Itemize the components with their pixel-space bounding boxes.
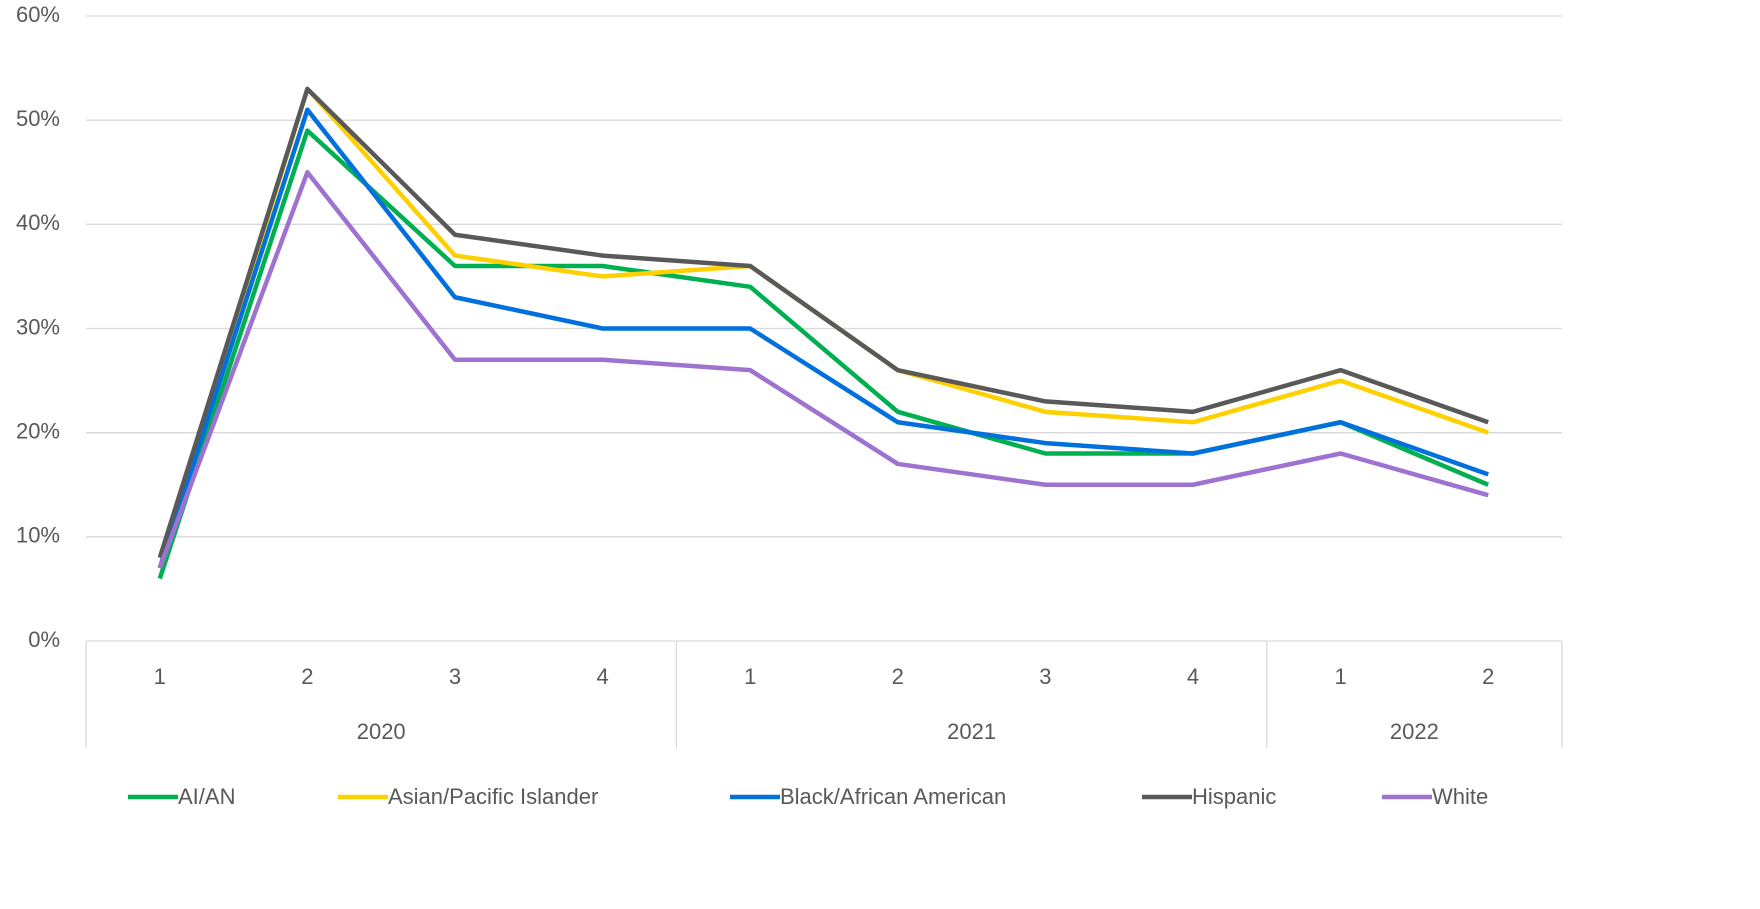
y-tick-label: 20% [16,418,60,443]
y-tick-label: 30% [16,314,60,339]
x-tick-label: 3 [449,664,461,689]
y-tick-label: 40% [16,210,60,235]
x-tick-label: 4 [1187,664,1199,689]
legend-label: Hispanic [1192,784,1276,809]
x-tick-label: 4 [596,664,608,689]
series-line [157,86,1489,559]
x-tick-label: 3 [1039,664,1051,689]
legend-label: AI/AN [178,784,235,809]
y-tick-label: 60% [16,2,60,27]
y-tick-label: 0% [28,627,60,652]
x-tick-label: 2 [1482,664,1494,689]
legend-label: Asian/Pacific Islander [388,784,598,809]
x-tick-label: 2 [892,664,904,689]
y-tick-label: 10% [16,523,60,548]
x-tick-label: 1 [154,664,166,689]
x-tick-label: 1 [744,664,756,689]
x-tick-label: 1 [1334,664,1346,689]
legend-label: White [1432,784,1488,809]
x-group-label: 2020 [357,719,406,744]
x-group-label: 2022 [1390,719,1439,744]
legend-label: Black/African American [780,784,1006,809]
series-line [157,170,1489,569]
y-tick-label: 50% [16,106,60,131]
x-tick-label: 2 [301,664,313,689]
series-line [157,107,1489,569]
x-group-label: 2021 [947,719,996,744]
series-line [157,128,1490,580]
